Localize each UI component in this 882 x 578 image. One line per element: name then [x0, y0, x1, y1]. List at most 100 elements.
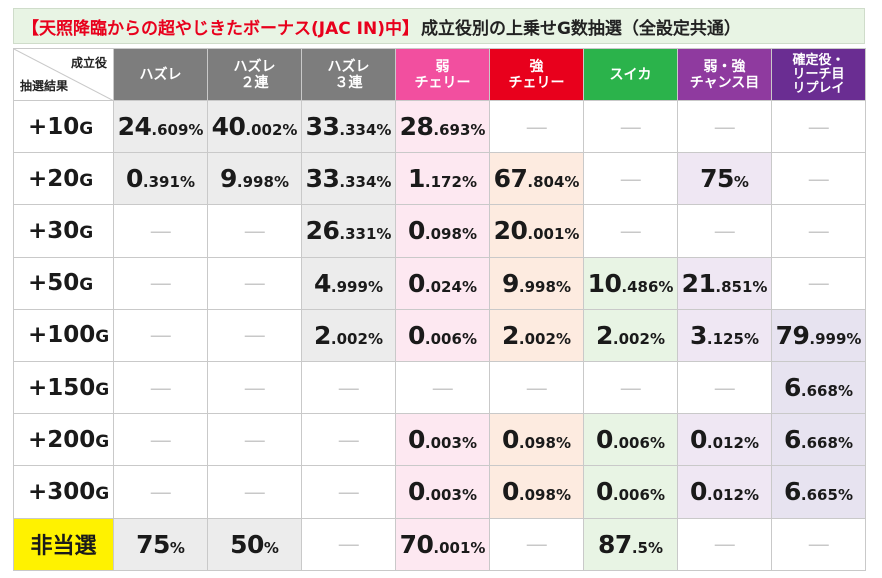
- header-row: 成立役 抽選結果 ハズレ ハズレ ２連 ハズレ ３連弱チェリー強チェリー スイカ 弱・強 チャ…: [13, 48, 866, 101]
- empty-cell: ―: [113, 465, 208, 519]
- row-header: +30G: [13, 204, 114, 258]
- empty-cell: ―: [301, 465, 396, 519]
- empty-cell: ―: [113, 256, 208, 310]
- probability-cell: 0.006%: [395, 308, 490, 362]
- row-header: +10G: [13, 99, 114, 154]
- empty-cell: ―: [677, 517, 772, 571]
- probability-cell: 79.999%: [771, 308, 866, 362]
- empty-cell: ―: [301, 413, 396, 467]
- probability-cell: 40.002%: [207, 99, 302, 154]
- probability-table-panel: 【天照降臨からの超やじきたボーナス(JAC IN)中】 成立役別の上乗せG数抽選…: [13, 8, 866, 571]
- empty-cell: ―: [677, 99, 772, 154]
- table-row: 非当選 75% 50% ― 70.001% ― 87.5% ― ―: [13, 517, 866, 571]
- empty-cell: ―: [301, 360, 396, 415]
- column-header-7: 弱・強 チャンス目: [677, 48, 772, 101]
- gain-probability-table: 成立役 抽選結果 ハズレ ハズレ ２連 ハズレ ３連弱チェリー強チェリー スイカ 弱・強 チャ…: [13, 48, 866, 571]
- column-header-1: ハズレ: [113, 48, 208, 101]
- empty-cell: ―: [113, 360, 208, 415]
- probability-cell: 9.998%: [489, 256, 584, 310]
- title-rest: 成立役別の上乗せG数抽選（全設定共通）: [420, 18, 741, 39]
- table-row: +100G ― ― 2.002% 0.006% 2.002% 2.002% 3.125% 79.…: [13, 308, 866, 362]
- empty-cell: ―: [489, 517, 584, 571]
- probability-cell: 50%: [207, 517, 302, 571]
- empty-cell: ―: [113, 204, 208, 258]
- title-highlight: 【天照降臨からの超やじきたボーナス(JAC IN)中】: [22, 18, 419, 39]
- table-row: +300G ― ― ― 0.003% 0.098% 0.006% 0.012% 6.665%: [13, 465, 866, 519]
- column-header-8: 確定役・ リーチ目 リプレイ: [771, 48, 866, 101]
- diagonal-divider: [14, 49, 114, 101]
- row-header: 非当選: [13, 517, 114, 571]
- row-header: +100G: [13, 308, 114, 362]
- empty-cell: ―: [583, 360, 678, 415]
- probability-cell: 10.486%: [583, 256, 678, 310]
- empty-cell: ―: [489, 99, 584, 154]
- empty-cell: ―: [207, 413, 302, 467]
- table-row: +30G ― ― 26.331% 0.098% 20.001% ― ― ―: [13, 204, 866, 258]
- probability-cell: 0.098%: [489, 465, 584, 519]
- empty-cell: ―: [583, 204, 678, 258]
- empty-cell: ―: [395, 360, 490, 415]
- empty-cell: ―: [677, 204, 772, 258]
- probability-cell: 0.024%: [395, 256, 490, 310]
- row-header: +50G: [13, 256, 114, 310]
- probability-cell: 3.125%: [677, 308, 772, 362]
- column-header-5: 強チェリー: [489, 48, 584, 101]
- probability-cell: 70.001%: [395, 517, 490, 571]
- probability-cell: 0.003%: [395, 465, 490, 519]
- empty-cell: ―: [489, 360, 584, 415]
- corner-bottom-left: 抽選結果: [20, 79, 69, 93]
- table-title: 【天照降臨からの超やじきたボーナス(JAC IN)中】 成立役別の上乗せG数抽選…: [13, 8, 865, 44]
- empty-cell: ―: [113, 413, 208, 467]
- table-row: +10G 24.609% 40.002% 33.334% 28.693% ― ― ― ―: [13, 99, 866, 154]
- column-header-4: 弱チェリー: [395, 48, 490, 101]
- column-header-2: ハズレ ２連: [207, 48, 302, 101]
- empty-cell: ―: [207, 204, 302, 258]
- probability-cell: 6.668%: [771, 360, 866, 415]
- probability-cell: 4.999%: [301, 256, 396, 310]
- probability-cell: 0.391%: [113, 152, 208, 206]
- row-header: +150G: [13, 360, 114, 415]
- probability-cell: 33.334%: [301, 152, 396, 206]
- empty-cell: ―: [207, 308, 302, 362]
- probability-cell: 20.001%: [489, 204, 584, 258]
- probability-cell: 33.334%: [301, 99, 396, 154]
- row-header: +200G: [13, 413, 114, 467]
- probability-cell: 9.998%: [207, 152, 302, 206]
- empty-cell: ―: [771, 99, 866, 154]
- empty-cell: ―: [677, 360, 772, 415]
- probability-cell: 0.006%: [583, 465, 678, 519]
- probability-cell: 6.665%: [771, 465, 866, 519]
- empty-cell: ―: [207, 256, 302, 310]
- empty-cell: ―: [771, 517, 866, 571]
- table-row: +150G ― ― ― ― ― ― ― 6.668%: [13, 360, 866, 415]
- empty-cell: ―: [113, 308, 208, 362]
- probability-cell: 24.609%: [113, 99, 208, 154]
- row-header: +300G: [13, 465, 114, 519]
- probability-cell: 75%: [677, 152, 772, 206]
- probability-cell: 2.002%: [583, 308, 678, 362]
- probability-cell: 28.693%: [395, 99, 490, 154]
- corner-header: 成立役 抽選結果: [13, 48, 114, 101]
- probability-cell: 0.098%: [489, 413, 584, 467]
- empty-cell: ―: [583, 99, 678, 154]
- probability-cell: 0.098%: [395, 204, 490, 258]
- probability-cell: 21.851%: [677, 256, 772, 310]
- probability-cell: 0.012%: [677, 413, 772, 467]
- table-row: +20G 0.391% 9.998% 33.334% 1.172% 67.804% ― 75%…: [13, 152, 866, 206]
- empty-cell: ―: [207, 360, 302, 415]
- probability-cell: 26.331%: [301, 204, 396, 258]
- table-row: +50G ― ― 4.999% 0.024% 9.998% 10.486% 21.851% ―: [13, 256, 866, 310]
- column-header-3: ハズレ ３連: [301, 48, 396, 101]
- probability-cell: 0.006%: [583, 413, 678, 467]
- probability-cell: 6.668%: [771, 413, 866, 467]
- probability-cell: 2.002%: [301, 308, 396, 362]
- empty-cell: ―: [301, 517, 396, 571]
- empty-cell: ―: [771, 152, 866, 206]
- probability-cell: 67.804%: [489, 152, 584, 206]
- column-header-6: スイカ: [583, 48, 678, 101]
- empty-cell: ―: [771, 204, 866, 258]
- empty-cell: ―: [771, 256, 866, 310]
- table-row: +200G ― ― ― 0.003% 0.098% 0.006% 0.012% 6.668%: [13, 413, 866, 467]
- corner-top-right: 成立役: [70, 56, 107, 70]
- probability-cell: 75%: [113, 517, 208, 571]
